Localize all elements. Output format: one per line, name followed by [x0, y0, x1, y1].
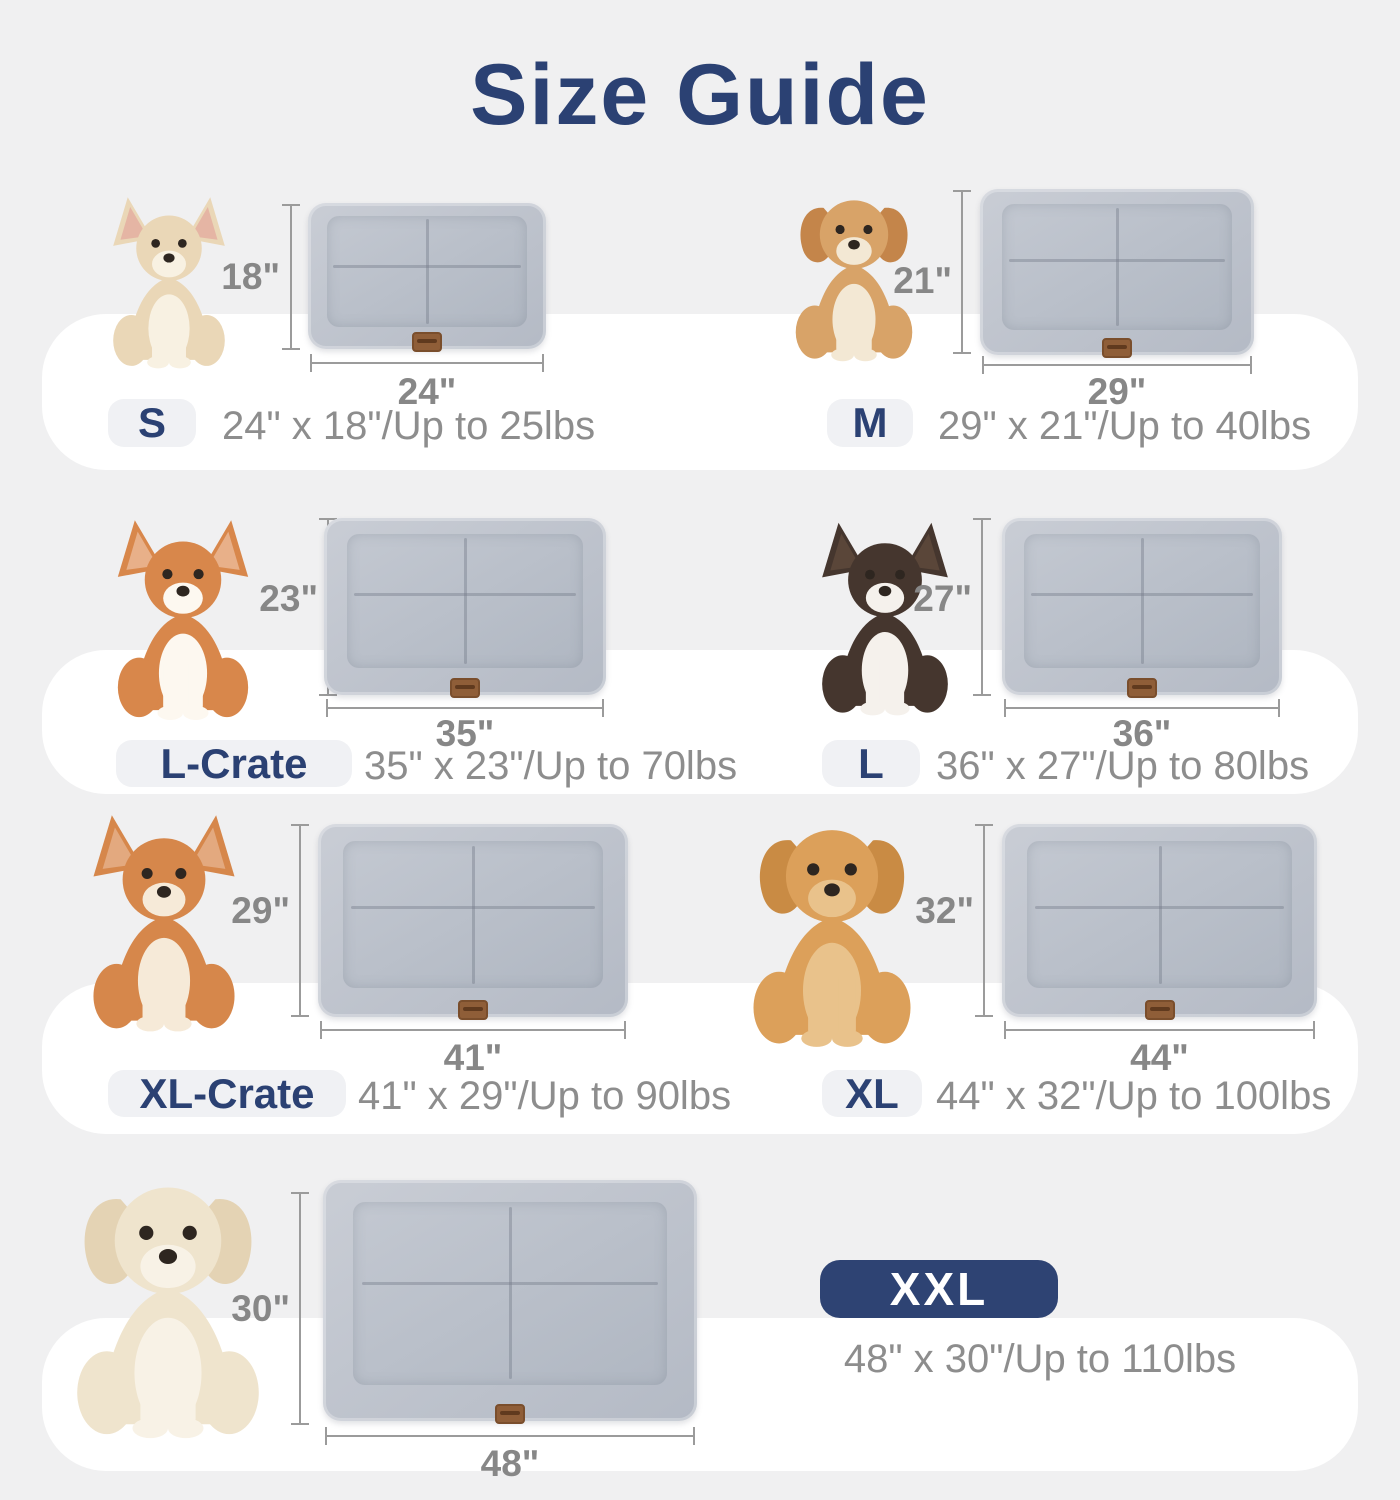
mat-brand-tag [412, 332, 442, 352]
width-measure-line [982, 356, 1252, 374]
height-dimension-label: 30" [231, 1288, 290, 1329]
height-dimension-label: 21" [893, 260, 952, 301]
height-dimension-label: 29" [231, 890, 290, 931]
mat-illustration [980, 189, 1254, 358]
mat-brand-tag [1127, 678, 1157, 698]
width-dimension-label: 48" [480, 1443, 540, 1484]
mat-brand-tag [458, 1000, 488, 1020]
mat-brand-tag [1144, 1000, 1175, 1020]
height-measure-line [291, 1192, 309, 1425]
size-spec-text: 36" x 27"/Up to 80lbs [936, 744, 1310, 788]
mat-illustration [323, 1180, 697, 1424]
width-measure-line [1004, 699, 1280, 717]
row-background-band [42, 1318, 1358, 1471]
height-dimension-label: 32" [915, 890, 974, 931]
mat-illustration [1002, 824, 1317, 1020]
width-measure-line [310, 354, 544, 372]
width-measure-line [325, 1427, 695, 1445]
mat-illustration [308, 203, 546, 352]
size-badge-l-crate: L-Crate [116, 740, 352, 787]
size-badge-xxl: XXL [820, 1260, 1058, 1318]
height-measure-line [291, 824, 309, 1017]
size-spec-text: 35" x 23"/Up to 70lbs [364, 744, 738, 788]
height-dimension-label: 23" [259, 578, 318, 619]
size-badge-xl: XL [822, 1070, 922, 1117]
corgi-dog-image [98, 492, 268, 744]
mat-illustration [318, 824, 628, 1020]
size-spec-text: 41" x 29"/Up to 90lbs [358, 1074, 732, 1118]
mat-brand-tag [495, 1404, 525, 1424]
width-dimension-label: 29" [1087, 371, 1147, 412]
height-dimension-label: 18" [221, 256, 280, 297]
width-dimension-label: 44" [1130, 1037, 1189, 1078]
width-dimension-label: 36" [1112, 713, 1172, 754]
width-measure-line [1004, 1021, 1315, 1039]
size-badge-xl-crate: XL-Crate [108, 1070, 346, 1117]
width-dimension-label: 35" [435, 713, 495, 754]
size-badge-l: L [822, 740, 920, 787]
width-measure-line [320, 1021, 626, 1039]
size-spec-text: 24" x 18"/Up to 25lbs [222, 404, 596, 448]
size-spec-text: 44" x 32"/Up to 100lbs [936, 1074, 1332, 1118]
mat-illustration [1002, 518, 1282, 698]
height-measure-line [973, 518, 991, 696]
size-badge-m: M [827, 399, 913, 447]
height-measure-line [975, 824, 993, 1017]
page-title: Size Guide [470, 47, 930, 143]
height-dimension-label: 27" [913, 578, 972, 619]
size-spec-text: 48" x 30"/Up to 110lbs [843, 1337, 1237, 1381]
height-measure-line [953, 190, 971, 354]
mat-brand-tag [1102, 338, 1132, 358]
width-dimension-label: 41" [443, 1037, 503, 1078]
height-measure-line [282, 204, 300, 350]
size-spec-text: 29" x 21"/Up to 40lbs [938, 404, 1312, 448]
mat-brand-tag [450, 678, 480, 698]
mat-illustration [324, 518, 606, 698]
size-badge-s: S [108, 399, 196, 447]
width-measure-line [326, 699, 604, 717]
width-dimension-label: 24" [397, 371, 457, 412]
